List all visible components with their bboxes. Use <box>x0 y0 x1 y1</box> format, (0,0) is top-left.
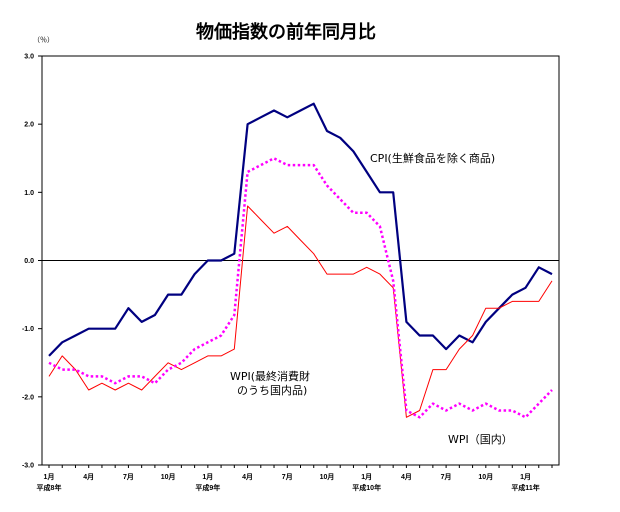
y-axis-unit-label: （％） <box>33 36 54 44</box>
annotation-wpi-final-1: WPI(最終消費財 <box>230 369 310 383</box>
x-tick-label: 7月 <box>123 473 134 481</box>
x-era-label: 平成10年 <box>352 483 381 492</box>
annotations: CPI(生鮮食品を除く商品) WPI(最終消費財 のうち国内品) WPI（国内） <box>230 151 513 446</box>
x-era-label: 平成8年 <box>37 483 62 492</box>
chart-title: 物価指数の前年同月比 <box>196 21 376 43</box>
y-tick-label: 0.0 <box>24 258 34 265</box>
y-tick-label: -2.0 <box>22 394 34 401</box>
annotation-cpi: CPI(生鮮食品を除く商品) <box>370 151 495 165</box>
annotation-wpi-final-2: のうち国内品) <box>237 383 307 397</box>
series-line-2 <box>48 205 553 418</box>
x-tick-label: 7月 <box>282 473 293 481</box>
y-tick-label: -1.0 <box>22 326 34 333</box>
series-layer <box>48 102 553 419</box>
y-tick-label: 3.0 <box>24 54 34 61</box>
x-tick-label: 1月 <box>44 473 55 481</box>
x-tick-label: 1月 <box>361 473 372 481</box>
y-tick-label: -3.0 <box>22 463 34 470</box>
x-tick-label: 1月 <box>520 473 531 481</box>
y-tick-label: 2.0 <box>24 122 34 129</box>
x-tick-label: 7月 <box>441 473 452 481</box>
y-axis: 3.0 2.0 1.0 0.0 -1.0 -2.0 -3.0 <box>22 54 42 470</box>
x-era-label: 平成11年 <box>511 483 539 492</box>
series-line-3 <box>48 157 553 419</box>
y-tick-label: 1.0 <box>24 190 34 197</box>
x-tick-label: 1月 <box>202 473 213 481</box>
x-tick-label: 10月 <box>320 473 335 481</box>
x-tick-label: 10月 <box>478 473 493 481</box>
x-tick-label: 4月 <box>83 473 94 481</box>
x-era-label: 平成9年 <box>195 483 220 492</box>
x-tick-label: 4月 <box>401 473 412 481</box>
x-tick-label: 10月 <box>161 473 176 481</box>
series-line-1 <box>48 102 553 357</box>
annotation-wpi-domestic: WPI（国内） <box>448 432 513 446</box>
x-tick-label: 4月 <box>242 473 253 481</box>
